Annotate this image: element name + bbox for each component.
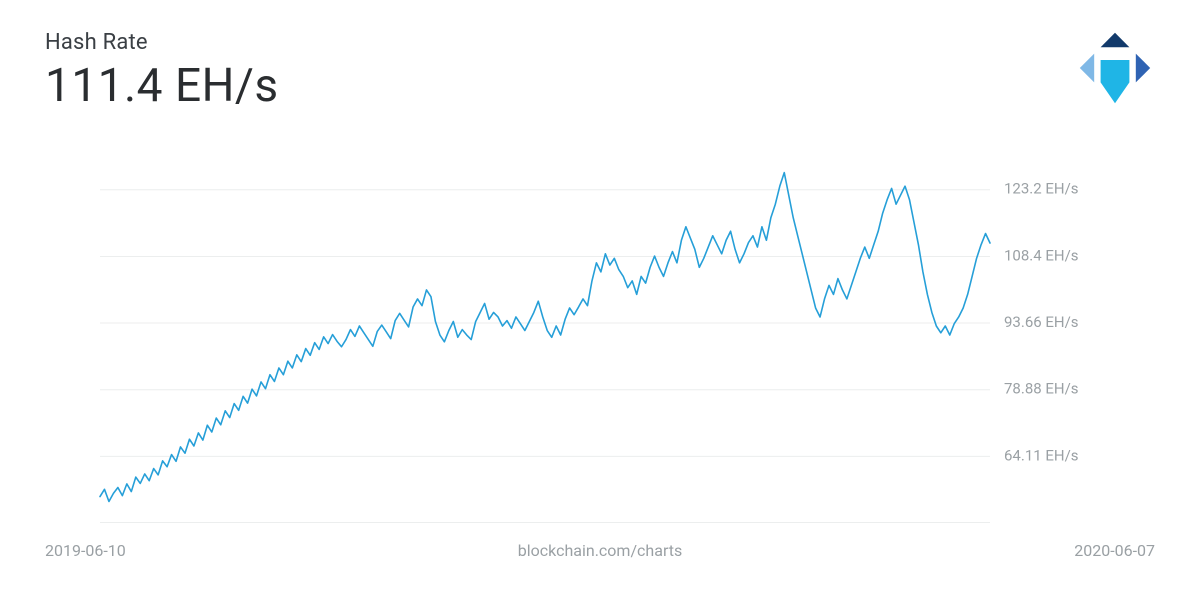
- y-axis-tick-label: 64.11 EH/s: [1004, 446, 1079, 464]
- logo-right: [1136, 54, 1150, 83]
- hash-rate-series: [100, 173, 990, 502]
- logo-top: [1101, 33, 1130, 47]
- source-label: blockchain.com/charts: [518, 541, 683, 560]
- y-axis-tick-label: 108.4 EH/s: [1004, 246, 1079, 264]
- chart-card: Hash Rate 111.4 EH/s 64.11 EH/s 78.88 EH/…: [0, 0, 1200, 600]
- y-axis-tick-label: 123.2 EH/s: [1004, 180, 1079, 198]
- x-axis-start-label: 2019-06-10: [45, 541, 126, 560]
- logo-left: [1080, 54, 1094, 83]
- footer: 2019-06-10 blockchain.com/charts 2020-06…: [45, 541, 1155, 560]
- chart-main-value: 111.4 EH/s: [45, 59, 279, 113]
- y-axis-tick-label: 78.88 EH/s: [1004, 380, 1079, 398]
- chart-area: 64.11 EH/s 78.88 EH/s 93.66 EH/s 108.4 EH/s…: [45, 123, 1155, 523]
- logo-bottom: [1101, 60, 1130, 103]
- header: Hash Rate 111.4 EH/s: [45, 30, 1155, 113]
- y-axis-tick-label: 93.66 EH/s: [1004, 313, 1079, 331]
- chart-subtitle: Hash Rate: [45, 30, 279, 55]
- x-axis-end-label: 2020-06-07: [1074, 541, 1155, 560]
- line-chart: 64.11 EH/s 78.88 EH/s 93.66 EH/s 108.4 EH/s…: [45, 123, 1155, 523]
- brand-logo: [1075, 28, 1155, 108]
- title-block: Hash Rate 111.4 EH/s: [45, 30, 279, 113]
